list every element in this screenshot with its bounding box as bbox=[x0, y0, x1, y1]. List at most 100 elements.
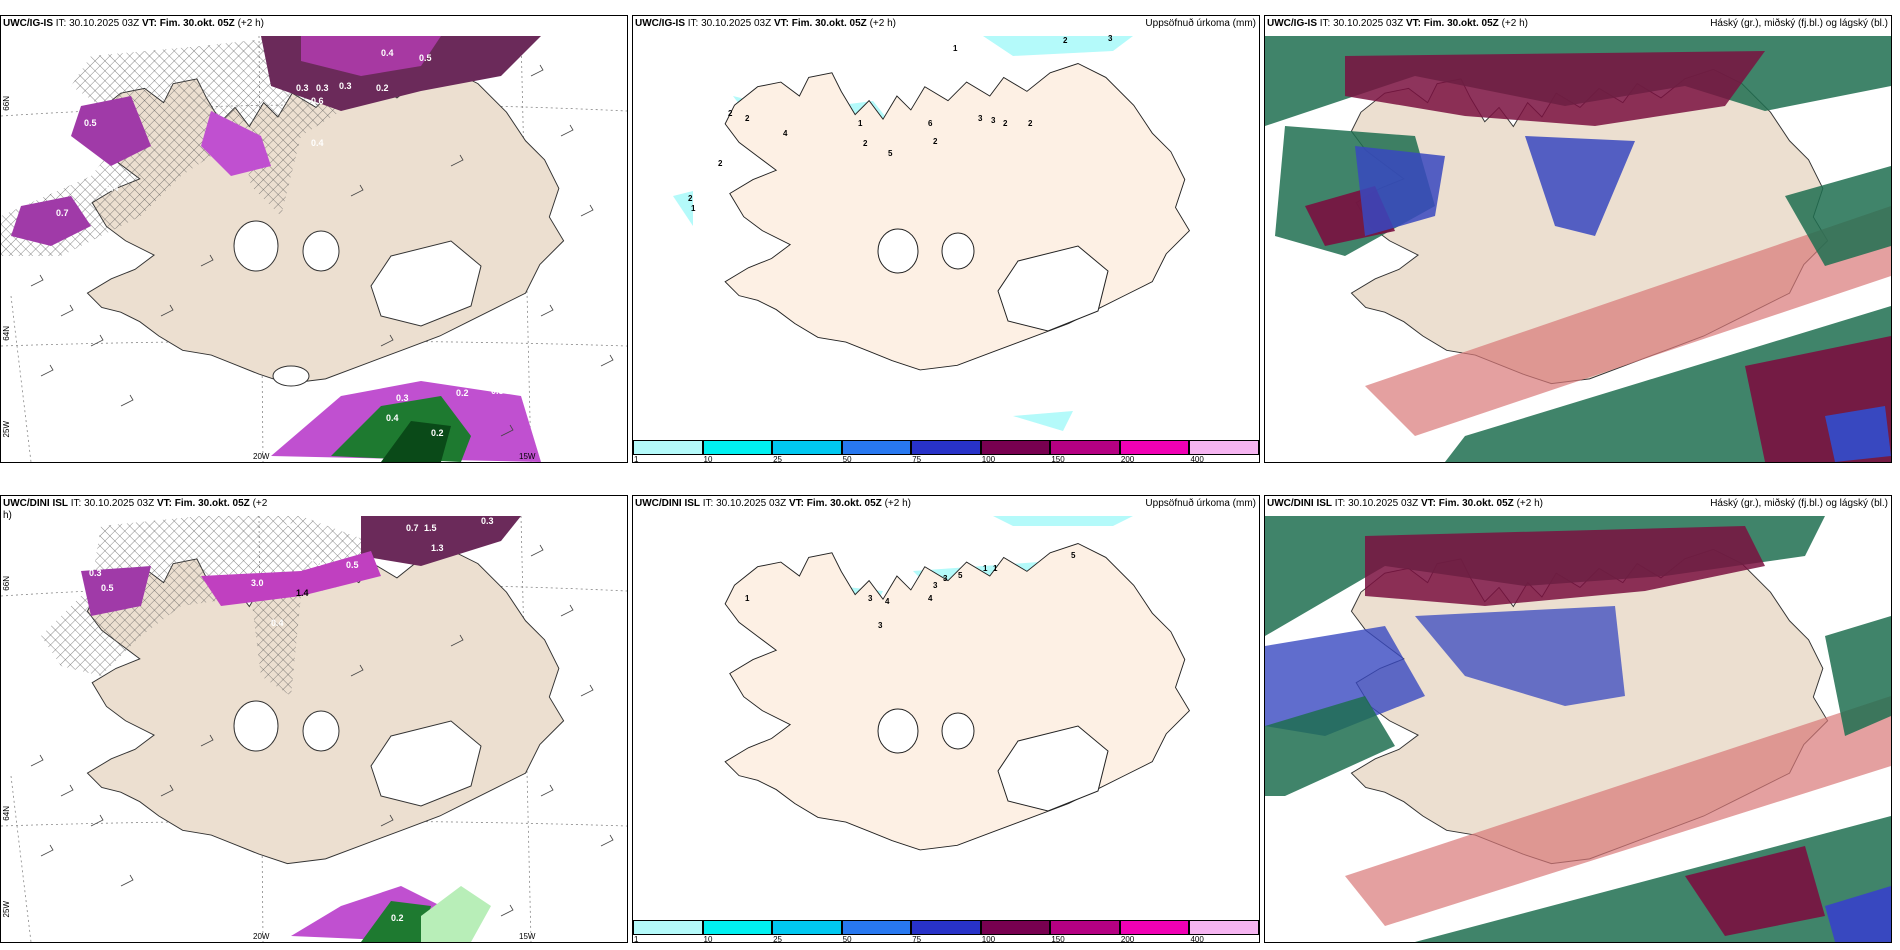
cloud-map bbox=[1265, 36, 1891, 462]
colorbar-label: 150 bbox=[1051, 935, 1065, 943]
panel-title: UWC/DINI ISL IT: 30.10.2025 03Z VT: Fim.… bbox=[1267, 498, 1543, 509]
panel-title: UWC/DINI ISL IT: 30.10.2025 03Z VT: Fim.… bbox=[635, 498, 911, 509]
lon-label: 15W bbox=[519, 452, 536, 461]
precip-label: 1 bbox=[858, 119, 863, 128]
contour-label: 0.7 bbox=[56, 208, 69, 218]
contour-label: 1.3 bbox=[431, 543, 444, 553]
contour-label: 0.3 bbox=[286, 518, 299, 528]
lon-label: 25W bbox=[2, 901, 11, 918]
colorbar-swatch bbox=[1050, 920, 1120, 935]
precip-label: 2 bbox=[863, 139, 868, 148]
contour-label: 0.2 bbox=[376, 83, 389, 93]
colorbar-swatch bbox=[911, 920, 981, 935]
contour-label: 0.3 bbox=[89, 568, 102, 578]
panel-precip-top: UWC/IG-IS IT: 30.10.2025 03Z VT: Fim. 30… bbox=[632, 15, 1260, 463]
precip-label: 2 bbox=[1063, 36, 1068, 45]
panel-subtitle: Háský (gr.), miðský (fj.bl.) og lágský (… bbox=[1710, 498, 1888, 509]
precip-label: 4 bbox=[885, 597, 890, 606]
precip-map: 1 2 3 2 4 2 2 1 2 5 6 3 2 2 3 2 2 1 bbox=[673, 34, 1190, 431]
precip-label: 5 bbox=[1071, 551, 1076, 560]
panel-cloud-top: UWC/IG-IS IT: 30.10.2025 03Z VT: Fim. 30… bbox=[1264, 15, 1892, 463]
colorbar-label: 25 bbox=[773, 935, 783, 943]
contour-label: 0.7 bbox=[406, 523, 419, 533]
contour-label: 0.5 bbox=[84, 118, 97, 128]
colorbar-swatch bbox=[772, 440, 842, 455]
contour-label: 0.4 bbox=[386, 413, 399, 423]
wind-map: 0.4 0.5 0.3 0.3 0.3 0.2 0.6 0.4 0.5 0.4 … bbox=[1, 35, 627, 462]
panel-title: UWC/IG-IS IT: 30.10.2025 03Z VT: Fim. 30… bbox=[635, 18, 896, 29]
contour-label: 0.3 bbox=[491, 386, 504, 396]
colorbar-swatch bbox=[980, 440, 1051, 455]
colorbar: 1 10 25 50 75 100 150 200 400 bbox=[633, 440, 1259, 462]
colorbar-label: 200 bbox=[1120, 455, 1135, 463]
contour-label: 0.5 bbox=[346, 560, 359, 570]
colorbar-label: 50 bbox=[842, 935, 852, 943]
lat-label: 64N bbox=[2, 326, 11, 341]
colorbar-swatch bbox=[841, 440, 912, 455]
precip-label: 2 bbox=[718, 159, 723, 168]
precip-label: 4 bbox=[783, 129, 788, 138]
colorbar-label: 10 bbox=[703, 935, 713, 943]
colorbar-swatch bbox=[772, 920, 842, 935]
contour-label: 0.2 bbox=[456, 388, 469, 398]
colorbar-swatch bbox=[911, 440, 981, 455]
colorbar-swatch bbox=[841, 920, 912, 935]
panel-precip-bottom: UWC/DINI ISL IT: 30.10.2025 03Z VT: Fim.… bbox=[632, 495, 1260, 943]
colorbar-label: 50 bbox=[842, 455, 852, 463]
precip-label: 5 bbox=[958, 571, 963, 580]
colorbar-label: 1 bbox=[634, 455, 639, 463]
precip-label: 3 bbox=[933, 581, 938, 590]
precip-map: 1 4 3 3 4 3 5 1 1 5 3 bbox=[724, 516, 1190, 851]
precip-label: 3 bbox=[878, 621, 883, 630]
contour-label: 0.3 bbox=[296, 83, 309, 93]
contour-label: 0.4 bbox=[381, 48, 394, 58]
precip-label: 2 bbox=[688, 194, 693, 203]
panel-subtitle: Uppsöfnuð úrkoma (mm) bbox=[1145, 498, 1256, 509]
colorbar-swatch bbox=[1119, 920, 1190, 935]
colorbar-swatch bbox=[1189, 440, 1259, 455]
precip-label: 6 bbox=[928, 119, 933, 128]
colorbar-swatch bbox=[1119, 440, 1190, 455]
colorbar-label: 75 bbox=[912, 455, 922, 463]
contour-label: 0.4 bbox=[106, 183, 119, 193]
contour-label: 0.4 bbox=[311, 138, 324, 148]
colorbar-swatch bbox=[633, 440, 703, 455]
colorbar: 1 10 25 50 75 100 150 200 400 bbox=[633, 920, 1259, 942]
contour-label: 0.2 bbox=[391, 913, 404, 923]
colorbar-label: 100 bbox=[981, 935, 996, 943]
panel-wind-top: UWC/IG-IS IT: 30.10.2025 03Z VT: Fim. 30… bbox=[0, 15, 628, 463]
lat-label: 66N bbox=[2, 96, 11, 111]
contour-label: 0.2 bbox=[431, 428, 444, 438]
contour-label: 0.3 bbox=[339, 81, 352, 91]
colorbar-swatch bbox=[980, 920, 1051, 935]
precip-label: 3 bbox=[1108, 34, 1113, 43]
colorbar-label: 100 bbox=[981, 455, 996, 463]
colorbar-label: 10 bbox=[703, 455, 713, 463]
precip-label: 2 bbox=[933, 137, 938, 146]
contour-label: 0.3 bbox=[481, 516, 494, 526]
precip-label: 2 bbox=[728, 109, 733, 118]
contour-label: 0.5 bbox=[419, 53, 432, 63]
contour-label: 0.3 bbox=[396, 393, 409, 403]
precip-label: 3 bbox=[978, 114, 983, 123]
precip-label: 3 bbox=[943, 574, 948, 583]
colorbar-swatch bbox=[1050, 440, 1120, 455]
colorbar-label: 150 bbox=[1051, 455, 1065, 463]
precip-label: 1 bbox=[953, 44, 958, 53]
lat-label: 66N bbox=[2, 576, 11, 591]
lat-label: 64N bbox=[2, 806, 11, 821]
colorbar-label: 75 bbox=[912, 935, 922, 943]
colorbar-label: 200 bbox=[1120, 935, 1135, 943]
wind-map: 0.3 0.7 1.5 0.3 1.3 2.5 1.4 3.0 0.5 0.2 … bbox=[1, 515, 627, 942]
contour-label: 1.5 bbox=[424, 523, 437, 533]
contour-label: 2.5 bbox=[309, 558, 322, 568]
panel-title: UWC/DINI ISL IT: 30.10.2025 03Z VT: Fim.… bbox=[3, 498, 268, 521]
lon-label: 25W bbox=[2, 421, 11, 438]
panel-wind-bottom: UWC/DINI ISL IT: 30.10.2025 03Z VT: Fim.… bbox=[0, 495, 628, 943]
colorbar-label: 1 bbox=[634, 935, 639, 943]
contour-label: 0.6 bbox=[311, 96, 324, 106]
precip-label: 1 bbox=[993, 564, 998, 573]
lon-label: 15W bbox=[519, 932, 536, 941]
panel-title: UWC/IG-IS IT: 30.10.2025 03Z VT: Fim. 30… bbox=[1267, 18, 1528, 29]
panel-subtitle: Uppsöfnuð úrkoma (mm) bbox=[1145, 18, 1256, 29]
